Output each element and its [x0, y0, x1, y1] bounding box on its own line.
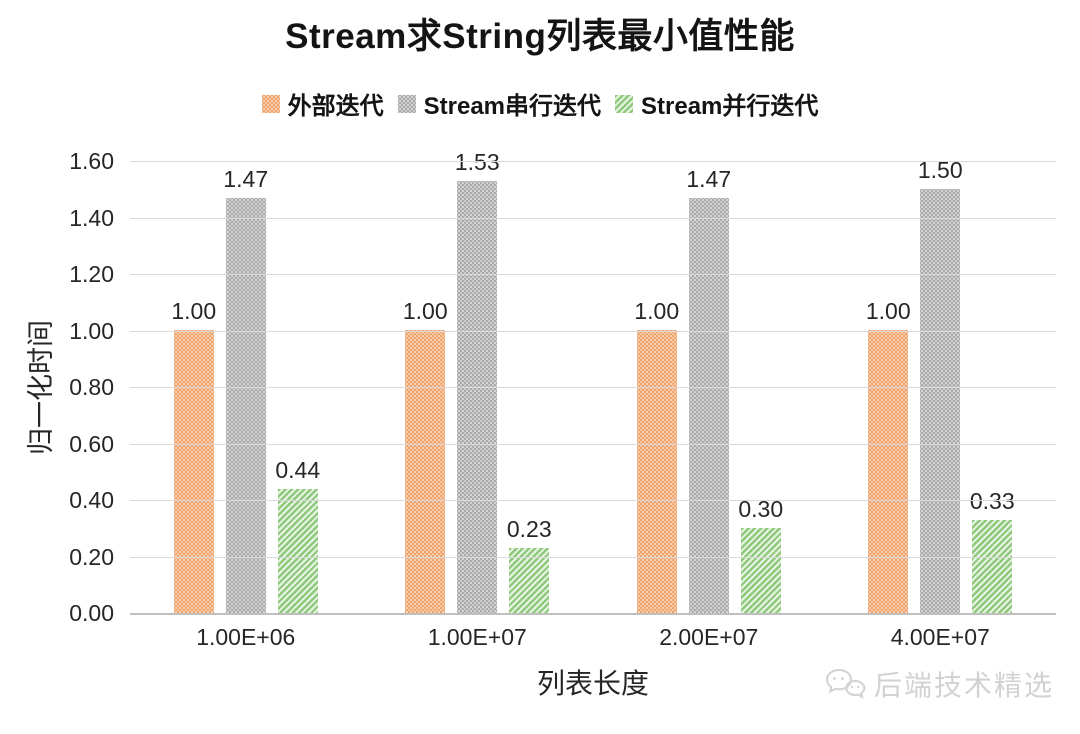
bar-value-label: 0.33	[969, 488, 1015, 514]
bar: 1.50	[918, 157, 963, 613]
x-tick-label: 1.00E+07	[427, 624, 527, 650]
bar-group: 1.00 1.47 0.30	[593, 161, 825, 613]
gridline	[130, 557, 1056, 558]
legend-swatch	[615, 94, 633, 113]
y-tick-label: 1.60	[69, 148, 114, 174]
bar-value-label: 1.47	[686, 166, 732, 192]
bar-value-label: 1.00	[171, 298, 217, 324]
plot-area: 1.00 1.47 0.44 1.00 1.53 0.23 1.00 1.47 0.30 1.00…	[130, 149, 1057, 615]
bar: 1.00	[171, 298, 216, 613]
bar-group: 1.00 1.53 0.23	[362, 149, 594, 613]
x-axis-title: 列表长度	[536, 668, 649, 699]
x-tick-label: 4.00E+07	[890, 624, 990, 650]
legend-item: Stream串行迭代	[397, 86, 601, 121]
gridline	[130, 444, 1056, 445]
bar-group: 1.00 1.50 0.33	[825, 157, 1057, 613]
y-tick-label: 0.40	[69, 487, 114, 513]
legend-label: 外部迭代	[287, 93, 384, 120]
gridline	[130, 387, 1056, 388]
bar-value-label: 1.00	[634, 298, 680, 324]
bar-group: 1.00 1.47 0.44	[130, 161, 362, 613]
bar: 0.30	[738, 496, 783, 613]
gridline	[130, 218, 1056, 219]
bar-groups: 1.00 1.47 0.44 1.00 1.53 0.23 1.00 1.47 0.30 1.00…	[130, 149, 1057, 613]
x-tick-label: 1.00E+06	[196, 624, 296, 650]
y-tick-label: 1.40	[69, 205, 114, 231]
gridline	[130, 500, 1056, 501]
x-axis-tick-labels: 1.00E+06 1.00E+07 2.00E+07 4.00E+07	[130, 624, 1056, 651]
gridline	[130, 161, 1056, 162]
bar-value-label: 0.44	[275, 457, 321, 483]
y-tick-label: 1.00	[69, 318, 114, 344]
x-tick-label: 2.00E+07	[659, 624, 759, 650]
watermark: 后端技术精选	[824, 664, 1054, 704]
legend-label: Stream串行迭代	[423, 93, 601, 120]
legend-label: Stream并行迭代	[641, 93, 819, 120]
legend-item: Stream并行迭代	[615, 86, 818, 121]
legend-swatch	[261, 94, 280, 113]
bar: 0.33	[970, 488, 1015, 613]
bar: 1.00	[634, 298, 679, 613]
y-tick-label: 0.60	[69, 431, 114, 457]
legend-item: 外部迭代	[261, 86, 384, 121]
gridline	[130, 274, 1056, 275]
bar: 1.47	[223, 166, 268, 613]
y-axis-tick-labels: 1.60 1.40 1.20 1.00 0.80 0.60 0.40 0.20 0.00	[0, 149, 114, 625]
bar: 0.44	[275, 457, 320, 613]
y-tick-label: 0.20	[69, 544, 114, 570]
wechat-chat-bubbles-icon	[825, 668, 866, 699]
y-tick-label: 0.80	[69, 374, 114, 400]
bar: 1.00	[866, 298, 911, 613]
y-tick-label: 0.00	[69, 600, 114, 626]
chart-legend: 外部迭代 Stream串行迭代 Stream并行迭代	[0, 86, 1080, 121]
legend-swatch	[397, 94, 416, 113]
gridline	[130, 331, 1056, 332]
watermark-label: 后端技术精选	[873, 670, 1054, 701]
chart-title: Stream求String列表最小值性能	[285, 17, 795, 56]
bar: 1.47	[686, 166, 731, 613]
bar: 1.53	[455, 149, 500, 613]
bar: 1.00	[403, 298, 448, 613]
bar-value-label: 1.53	[454, 149, 500, 175]
bar-value-label: 1.00	[865, 298, 911, 324]
bar-value-label: 0.23	[506, 516, 552, 542]
y-tick-label: 1.20	[69, 261, 114, 287]
bar: 0.23	[507, 516, 552, 613]
bar-value-label: 1.47	[223, 166, 269, 192]
bar-value-label: 1.00	[402, 298, 448, 324]
